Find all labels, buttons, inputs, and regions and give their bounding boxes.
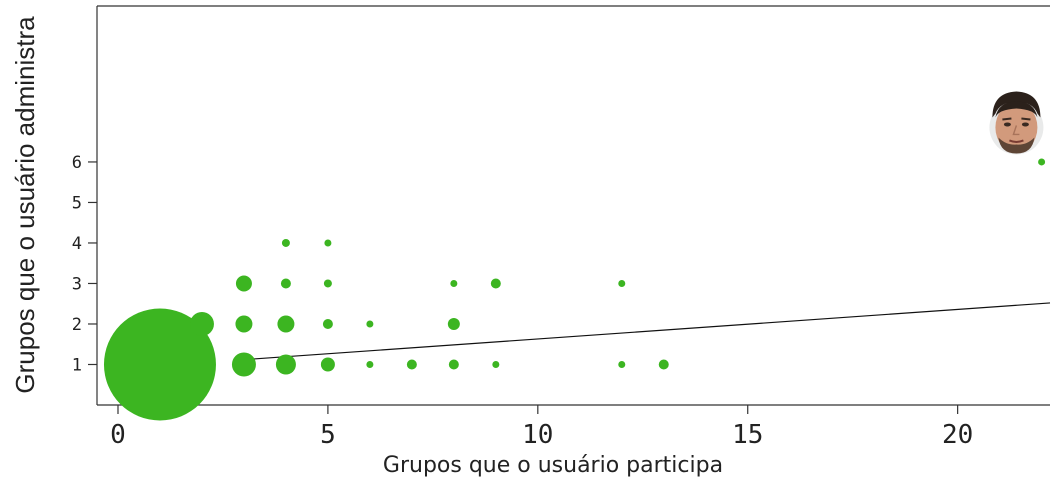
data-point xyxy=(280,278,291,289)
x-tick-label: 5 xyxy=(320,420,336,450)
face-eye-left xyxy=(1003,122,1011,127)
y-tick-label: 3 xyxy=(72,274,82,294)
data-point xyxy=(235,275,252,292)
data-point xyxy=(231,352,256,377)
annotation-group xyxy=(989,91,1044,155)
data-point xyxy=(492,360,500,368)
y-tick-label: 2 xyxy=(72,315,82,335)
data-point xyxy=(189,311,214,336)
face-eye-right xyxy=(1021,122,1029,127)
data-point xyxy=(618,360,626,368)
x-tick-label: 20 xyxy=(942,420,973,450)
face-brows xyxy=(1002,117,1031,121)
data-points xyxy=(103,158,1046,421)
face-hairline xyxy=(995,101,1038,118)
data-point xyxy=(323,279,332,288)
x-tick-label: 0 xyxy=(110,420,126,450)
data-point xyxy=(322,318,333,329)
data-point xyxy=(281,238,290,247)
data-point xyxy=(277,315,295,333)
data-point xyxy=(406,359,417,370)
data-point xyxy=(324,239,332,247)
y-tick-label: 6 xyxy=(72,153,82,173)
x-tick-label: 15 xyxy=(732,420,763,450)
data-point xyxy=(448,359,459,370)
face-nose xyxy=(1012,125,1020,136)
x-axis-label: Grupos que o usuário participa xyxy=(383,453,723,478)
face-photo-icon xyxy=(989,91,1044,155)
data-point xyxy=(450,279,458,287)
data-point xyxy=(447,317,460,330)
data-point xyxy=(658,359,669,370)
y-tick-label: 4 xyxy=(72,234,82,254)
data-point xyxy=(618,279,626,287)
y-tick-label: 1 xyxy=(72,355,82,375)
y-tick-label: 5 xyxy=(72,193,82,213)
data-point xyxy=(366,320,374,328)
face-mouth xyxy=(1009,139,1024,143)
data-point xyxy=(490,278,501,289)
trend-line-group xyxy=(243,302,1051,361)
face-hair xyxy=(992,91,1041,118)
data-point xyxy=(235,315,253,333)
data-point xyxy=(103,308,216,421)
data-point xyxy=(320,357,335,372)
face-beard xyxy=(998,137,1035,154)
axes: 0 5 10 15 20 1 2 3 4 5 6 xyxy=(72,5,1050,450)
trend-line xyxy=(243,302,1051,361)
data-point xyxy=(366,360,374,368)
data-point xyxy=(1038,158,1046,166)
data-point xyxy=(275,354,296,375)
x-tick-label: 10 xyxy=(522,420,553,450)
y-axis-label: Grupos que o usuário administra xyxy=(10,16,40,394)
